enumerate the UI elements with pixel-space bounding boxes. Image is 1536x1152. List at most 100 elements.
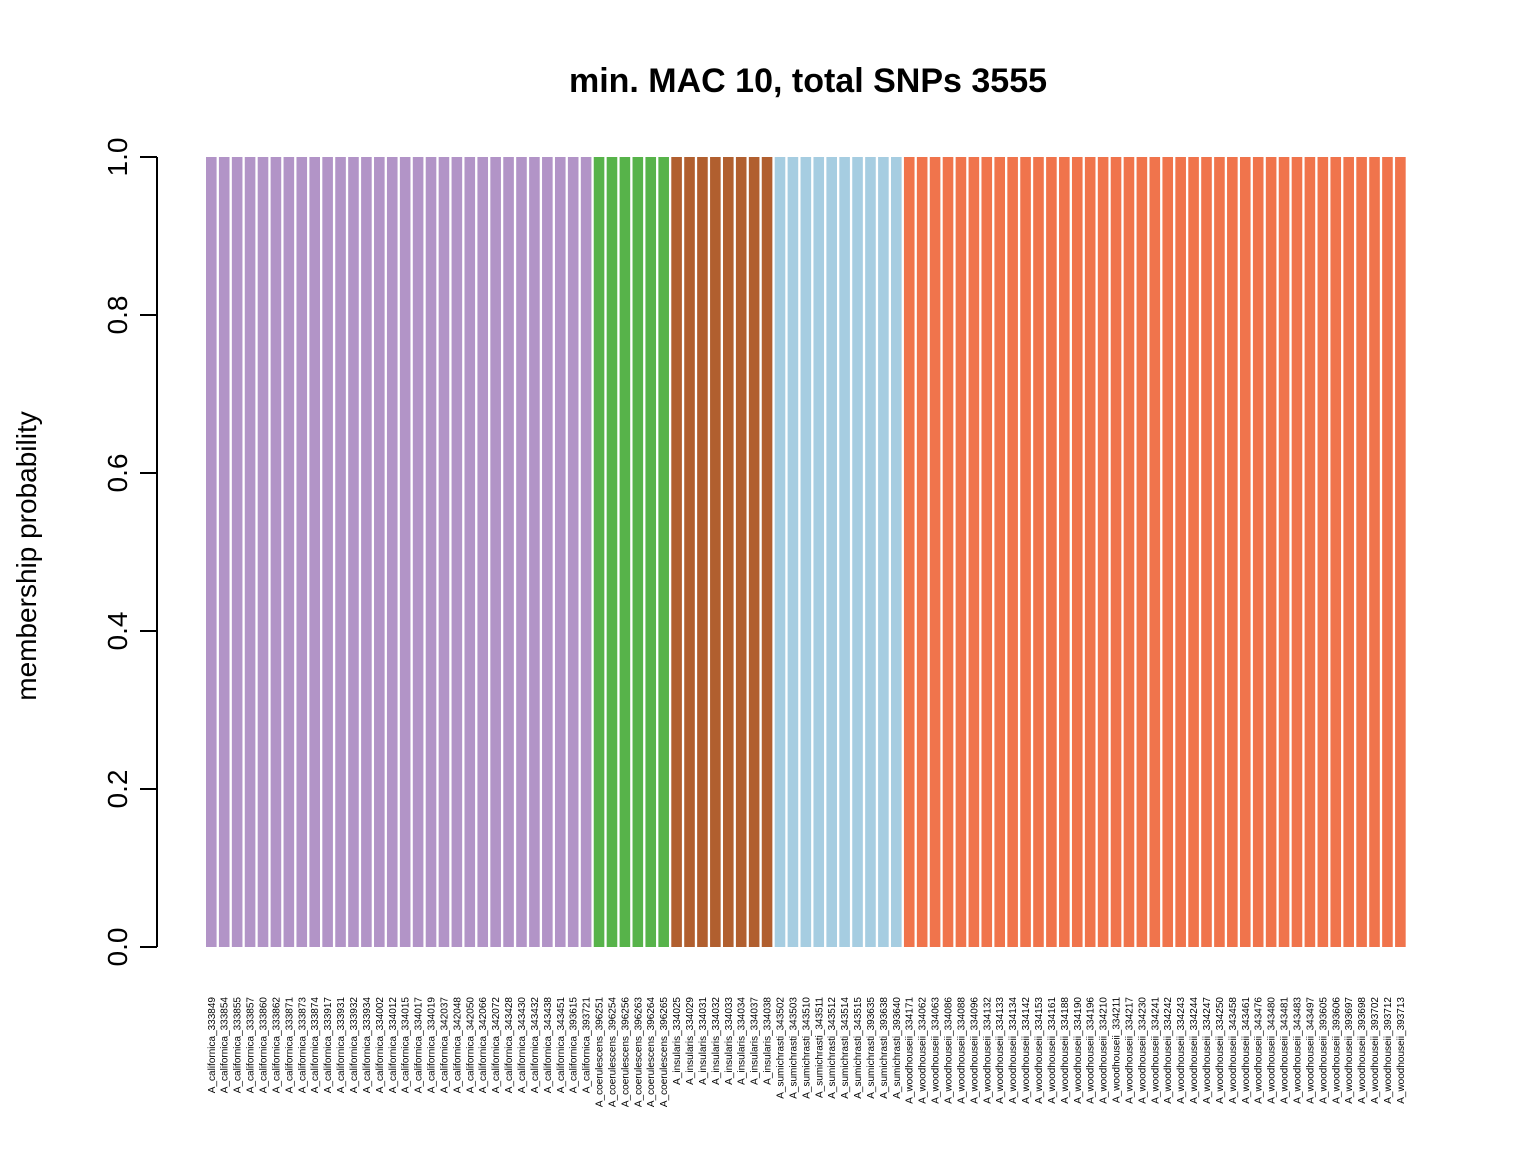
bar — [1227, 157, 1238, 947]
bar — [386, 157, 398, 947]
x-tick-label: A_californica_343438 — [543, 997, 554, 1094]
bar — [206, 157, 217, 947]
bar — [399, 157, 411, 947]
x-tick-label: A_woodhouseii_393713 — [1396, 997, 1407, 1104]
bar — [554, 157, 566, 947]
bar — [335, 157, 346, 947]
bar — [1382, 157, 1393, 947]
bar — [1291, 157, 1303, 947]
y-tick-label: 0.4 — [102, 612, 133, 651]
bar — [1175, 157, 1186, 947]
bar — [1097, 157, 1109, 947]
x-tick-label: A_californica_333932 — [349, 997, 360, 1094]
bar — [929, 157, 941, 947]
x-tick-label: A_californica_333874 — [310, 997, 321, 1094]
x-tick-label: A_californica_342050 — [465, 997, 476, 1094]
bar — [1201, 157, 1212, 947]
x-tick-label: A_californica_393615 — [569, 997, 580, 1094]
bar — [942, 157, 954, 947]
x-tick-label: A_woodhouseii_334243 — [1176, 997, 1187, 1104]
bar — [1188, 157, 1199, 947]
bar — [774, 157, 786, 947]
x-tick-label: A_coerulescens_396263 — [633, 997, 644, 1108]
x-tick-label: A_coerulescens_396256 — [620, 997, 631, 1108]
bar — [348, 157, 359, 947]
bar — [451, 157, 463, 947]
y-axis-label: membership probability — [11, 411, 42, 700]
bar — [1395, 157, 1406, 947]
bar — [490, 157, 501, 947]
bar — [374, 157, 385, 947]
x-tick-label: A_sumichrasti_343515 — [853, 997, 864, 1099]
x-tick-label: A_insularis_334033 — [724, 997, 735, 1085]
x-tick-label: A_woodhouseii_334086 — [944, 997, 955, 1104]
x-tick-label: A_sumichrasti_393635 — [866, 997, 877, 1099]
x-tick-label: A_woodhouseii_334096 — [969, 997, 980, 1104]
x-tick-label: A_coerulescens_396251 — [595, 997, 606, 1108]
x-tick-label: A_californica_342072 — [491, 997, 502, 1094]
x-tick-label: A_woodhouseii_334190 — [1073, 997, 1084, 1104]
bar — [1020, 157, 1031, 947]
y-tick-label: 0.8 — [102, 296, 133, 335]
bar — [464, 157, 476, 947]
x-tick-label: A_woodhouseii_393605 — [1318, 997, 1329, 1104]
x-tick-label: A_woodhouseii_343480 — [1267, 997, 1278, 1104]
x-tick-label: A_woodhouseii_334244 — [1189, 997, 1200, 1104]
bar — [916, 157, 928, 947]
bar — [1046, 157, 1057, 947]
x-tick-label: A_californica_333854 — [220, 997, 231, 1094]
x-tick-label: A_woodhouseii_393698 — [1357, 997, 1368, 1104]
bar — [968, 157, 980, 947]
x-tick-label: A_woodhouseii_334063 — [931, 997, 942, 1104]
x-tick-labels: A_californica_333849 A_californica_333854… — [207, 997, 1407, 1108]
bar — [671, 157, 682, 947]
x-tick-label: A_coerulescens_396254 — [607, 997, 618, 1108]
x-tick-label: A_insularis_334029 — [685, 997, 696, 1085]
bar — [477, 157, 489, 947]
x-tick-label: A_woodhouseii_334247 — [1202, 997, 1213, 1104]
x-tick-label: A_insularis_334034 — [737, 997, 748, 1085]
x-tick-label: A_californica_393721 — [582, 997, 593, 1094]
x-tick-label: A_sumichrasti_343511 — [814, 997, 825, 1098]
bar — [542, 157, 553, 947]
y-tick-label: 0.0 — [102, 928, 133, 967]
x-tick-label: A_insularis_334032 — [711, 997, 722, 1085]
bar — [361, 157, 372, 947]
x-tick-label: A_sumichrasti_343514 — [840, 997, 851, 1099]
x-tick-label: A_woodhouseii_393606 — [1331, 997, 1342, 1104]
bar — [1084, 157, 1096, 947]
x-tick-label: A_woodhouseii_343497 — [1305, 997, 1316, 1104]
bar — [761, 157, 773, 947]
x-tick-label: A_californica_343430 — [517, 997, 528, 1094]
x-tick-label: A_woodhouseii_334210 — [1099, 997, 1110, 1104]
x-tick-label: A_californica_333849 — [207, 997, 218, 1094]
bar — [270, 157, 282, 947]
x-tick-label: A_woodhouseii_334153 — [1034, 997, 1045, 1104]
bar — [800, 157, 812, 947]
bar — [891, 157, 902, 947]
bar — [1343, 157, 1354, 947]
bar — [593, 157, 605, 947]
bar — [1356, 157, 1367, 947]
bar — [1123, 157, 1135, 947]
x-tick-label: A_woodhouseii_393702 — [1370, 997, 1381, 1104]
x-tick-label: A_woodhouseii_334171 — [905, 997, 916, 1104]
bar — [1239, 157, 1251, 947]
x-tick-label: A_coerulescens_396264 — [646, 997, 657, 1108]
bar — [826, 157, 837, 947]
x-tick-label: A_californica_334019 — [427, 997, 438, 1094]
x-tick-label: A_californica_334002 — [375, 997, 386, 1094]
bar — [1071, 157, 1083, 947]
bar — [1330, 157, 1342, 947]
bar — [852, 157, 863, 947]
x-tick-label: A_californica_333934 — [362, 997, 373, 1094]
y-tick-label: 0.2 — [102, 770, 133, 809]
bar — [567, 157, 579, 947]
x-tick-label: A_californica_333873 — [297, 997, 308, 1094]
x-tick-label: A_woodhouseii_343476 — [1254, 997, 1265, 1104]
bar — [722, 157, 734, 947]
bar — [309, 157, 320, 947]
x-tick-label: A_insularis_334037 — [750, 997, 761, 1085]
x-tick-label: A_sumichrasti_393638 — [879, 997, 890, 1099]
